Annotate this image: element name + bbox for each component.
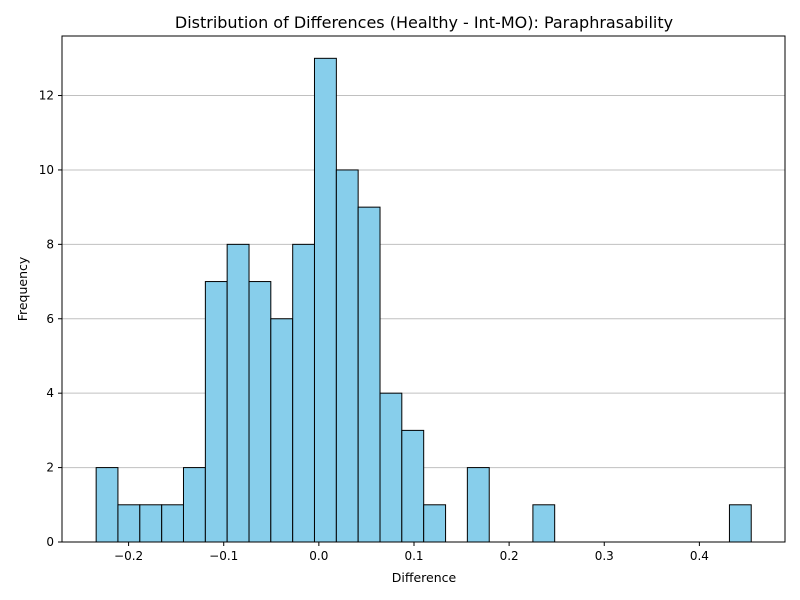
y-tick-label-3: 6 xyxy=(46,312,54,326)
histogram-bar-3 xyxy=(161,504,184,543)
y-tick-label-2: 4 xyxy=(46,386,54,400)
axes-frame xyxy=(61,35,786,543)
x-tick-label-3: 0.1 xyxy=(404,549,423,563)
histogram-bar-0 xyxy=(95,467,119,543)
grid-lines xyxy=(62,95,785,469)
histogram-bar-5 xyxy=(204,281,228,543)
y-axis-label: Frequency xyxy=(15,256,30,321)
y-tick-label-0: 0 xyxy=(46,535,54,549)
y-tick-label-6: 12 xyxy=(39,89,54,103)
histogram-bar-8 xyxy=(270,318,294,543)
y-axis-ticks: 0 2 4 6 8 10 12 xyxy=(39,89,62,549)
x-tick-label-4: 0.2 xyxy=(500,549,519,563)
x-axis-label: Difference xyxy=(392,570,457,585)
histogram-bar-29 xyxy=(728,504,752,543)
histogram-bar-20 xyxy=(532,504,556,543)
histogram-bar-9 xyxy=(292,243,315,543)
histogram-bar-13 xyxy=(379,392,403,543)
histogram-bar-1 xyxy=(117,504,141,543)
histogram-bar-4 xyxy=(182,467,206,543)
histogram-bar-10 xyxy=(313,57,337,543)
x-tick-label-1: −0.1 xyxy=(209,549,238,563)
y-tick-label-5: 10 xyxy=(39,163,54,177)
y-tick-label-4: 8 xyxy=(46,237,54,251)
histogram-bar-17 xyxy=(466,467,490,543)
y-tick-label-1: 2 xyxy=(46,461,54,475)
x-axis-ticks: −0.2 −0.1 0.0 0.1 0.2 0.3 0.4 xyxy=(114,542,709,563)
histogram-bar-11 xyxy=(335,169,359,543)
histogram-bar-12 xyxy=(357,206,381,543)
histogram-bar-6 xyxy=(226,243,250,543)
histogram-bar-15 xyxy=(423,504,447,543)
histogram-bar-14 xyxy=(401,429,425,543)
x-tick-label-2: 0.0 xyxy=(309,549,328,563)
x-tick-label-0: −0.2 xyxy=(114,549,143,563)
x-tick-label-5: 0.3 xyxy=(595,549,614,563)
chart-title: Distribution of Differences (Healthy - I… xyxy=(175,13,673,32)
histogram-bar-7 xyxy=(248,281,272,543)
x-tick-label-6: 0.4 xyxy=(690,549,709,563)
histogram-bar-2 xyxy=(139,504,163,543)
